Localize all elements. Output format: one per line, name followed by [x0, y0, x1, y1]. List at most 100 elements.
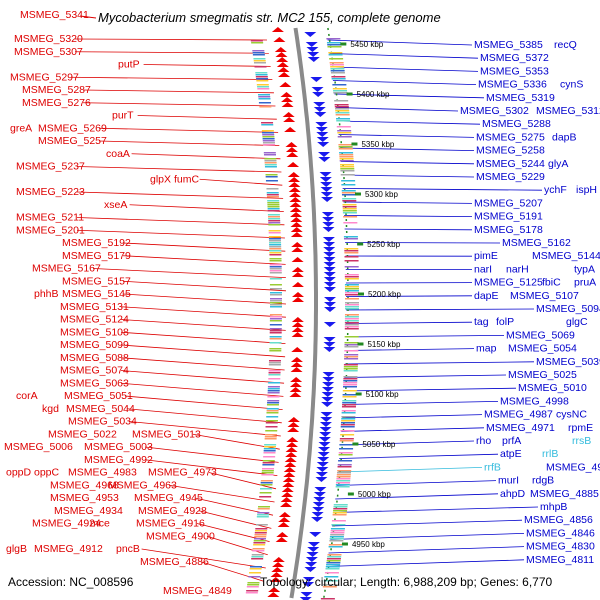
feature-stripe	[337, 136, 352, 138]
reverse-gene-arrow	[323, 302, 336, 307]
forward-gene-arrow	[278, 512, 291, 517]
reverse-gene-arrow	[316, 137, 329, 142]
right-callout-line	[337, 120, 481, 125]
left-gene-label: MSMEG_4934	[54, 505, 123, 517]
feature-stripe	[332, 512, 347, 514]
reverse-gene-arrow	[306, 552, 319, 557]
left-callout-line	[137, 115, 277, 120]
feature-stripe	[343, 236, 358, 238]
feature-stripe	[265, 180, 278, 182]
left-gene-label: glgB	[6, 543, 27, 555]
feature-stripe	[269, 324, 282, 326]
right-gene-label: MSMEG_5336	[478, 79, 547, 91]
forward-gene-arrow	[291, 317, 304, 322]
right-gene-label: MSMEG_5054	[508, 343, 577, 355]
forward-gene-arrow	[286, 152, 299, 157]
right-gene-label: cynS	[560, 79, 583, 91]
forward-gene-arrow	[268, 587, 281, 592]
feature-stripe	[340, 434, 355, 436]
kbp-tick-label: 5400 kbp	[357, 90, 390, 99]
feature-stripe	[338, 460, 353, 462]
right-gene-label: MSMEG_4885	[530, 488, 599, 500]
feature-stripe	[339, 156, 354, 158]
left-gene-label: pncB	[116, 543, 140, 555]
feature-stripe	[269, 332, 282, 334]
reverse-strand-genes	[299, 32, 336, 600]
left-gene-label: MSMEG_5157	[62, 275, 131, 287]
feature-stripe	[344, 324, 359, 326]
right-gene-label: MSMEG_5025	[508, 369, 577, 381]
feature-stripe	[251, 554, 264, 556]
reverse-gene-arrow	[322, 237, 335, 242]
feature-stripe	[268, 222, 281, 224]
forward-gene-arrow	[283, 472, 296, 477]
forward-gene-arrow	[291, 267, 304, 272]
feature-stripe	[344, 318, 359, 320]
feature-stripe	[267, 396, 280, 398]
feature-stripe	[269, 328, 282, 330]
forward-gene-arrow	[289, 207, 302, 212]
feature-stripe	[330, 70, 345, 72]
left-gene-label: kgd	[42, 403, 59, 415]
feature-stripe	[336, 474, 351, 476]
feature-stripe	[335, 112, 350, 114]
forward-gene-arrow	[289, 392, 302, 397]
forward-gene-arrow	[278, 517, 291, 522]
feature-stripe	[262, 468, 275, 470]
left-gene-label: MSMEG_5003	[84, 441, 153, 453]
feature-stripe	[269, 316, 282, 318]
feature-stripe	[245, 592, 258, 594]
right-gene-label: typA	[574, 263, 595, 275]
feature-stripe	[327, 44, 342, 46]
reverse-gene-arrow	[323, 252, 336, 257]
feature-stripe	[263, 144, 276, 146]
right-gene-label: MSMEG_4971	[486, 422, 555, 434]
feature-stripe	[344, 284, 359, 286]
feature-stripe	[330, 532, 345, 534]
reverse-gene-arrow	[323, 307, 336, 312]
feature-stripe	[338, 454, 353, 456]
left-gene-label: MSMEG_5099	[60, 339, 129, 351]
left-callout-line	[128, 421, 281, 437]
forward-gene-arrow	[291, 327, 304, 332]
left-gene-label: MSMEG_5022	[48, 428, 117, 440]
right-gene-label: MSMEG_4856	[524, 514, 593, 526]
right-callout-line	[342, 188, 543, 191]
reverse-gene-arrow	[305, 42, 318, 47]
kbp-tick-label: 5150 kbp	[367, 340, 400, 349]
feature-stripe	[342, 390, 357, 392]
feature-stripe	[327, 46, 342, 48]
forward-gene-arrow	[285, 142, 298, 147]
feature-stripe	[269, 302, 282, 304]
feature-stripe	[259, 106, 272, 108]
right-gene-label: MSMEG_4846	[526, 527, 595, 539]
reverse-gene-arrow	[314, 487, 327, 492]
feature-stripe	[247, 582, 260, 584]
feature-stripe	[327, 556, 342, 558]
forward-gene-arrow	[271, 27, 284, 32]
feature-stripe	[261, 124, 274, 126]
right-gene-label: MSMEG_5178	[474, 224, 543, 236]
feature-stripe	[269, 284, 282, 286]
feature-stripe	[330, 534, 345, 536]
left-callout-line	[120, 382, 284, 397]
feature-stripe	[269, 348, 282, 350]
reverse-gene-arrow	[323, 277, 336, 282]
left-gene-label: MSMEG_5276	[22, 97, 91, 109]
feature-stripe	[269, 258, 282, 260]
feature-stripe	[253, 542, 266, 544]
feature-stripe	[343, 376, 358, 378]
right-gene-label: MSMEG_4830	[526, 541, 595, 553]
right-callout-line	[332, 519, 523, 527]
reverse-gene-arrow	[312, 507, 325, 512]
feature-stripe	[342, 206, 357, 208]
left-gene-label: MSMEG_5034	[68, 416, 137, 428]
left-gene-label: MSMEG_5237	[16, 161, 85, 173]
feature-stripe	[269, 342, 282, 344]
feature-stripe	[265, 174, 278, 176]
left-gene-label: MSMEG_5257	[38, 135, 107, 147]
feature-stripe	[268, 240, 281, 242]
feature-stripe	[249, 568, 262, 570]
